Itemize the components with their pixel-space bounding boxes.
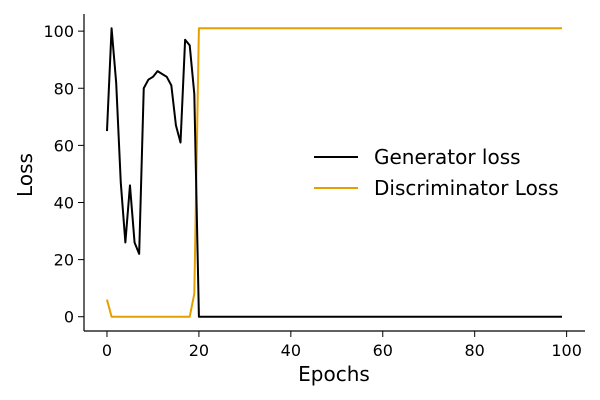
x-tick-label: 20 — [189, 341, 209, 360]
x-ticks: 0 20 40 60 80 100 — [102, 331, 582, 360]
plot-area: 0 20 40 60 80 100 0 20 40 60 80 100 — [43, 14, 585, 360]
legend: Generator loss Discriminator Loss — [314, 145, 559, 200]
x-tick-label: 80 — [465, 341, 485, 360]
x-tick-label: 0 — [102, 341, 112, 360]
series-line-generator — [105, 27, 563, 318]
y-tick-label: 20 — [54, 251, 74, 270]
y-tick-label: 40 — [54, 193, 74, 212]
x-tick-label: 40 — [281, 341, 301, 360]
y-ticks: 0 20 40 60 80 100 — [43, 22, 84, 327]
x-tick-label: 60 — [373, 341, 393, 360]
x-axis-title: Epochs — [298, 362, 370, 386]
x-tick-label: 100 — [551, 341, 582, 360]
y-tick-label: 60 — [54, 136, 74, 155]
y-tick-label: 100 — [43, 22, 74, 41]
series-lines — [105, 27, 563, 318]
series-line-discriminator — [106, 27, 563, 318]
legend-label: Generator loss — [374, 145, 521, 169]
y-axis-title: Loss — [13, 153, 37, 197]
y-tick-label: 80 — [54, 79, 74, 98]
y-tick-label: 0 — [64, 308, 74, 327]
legend-label: Discriminator Loss — [374, 176, 559, 200]
